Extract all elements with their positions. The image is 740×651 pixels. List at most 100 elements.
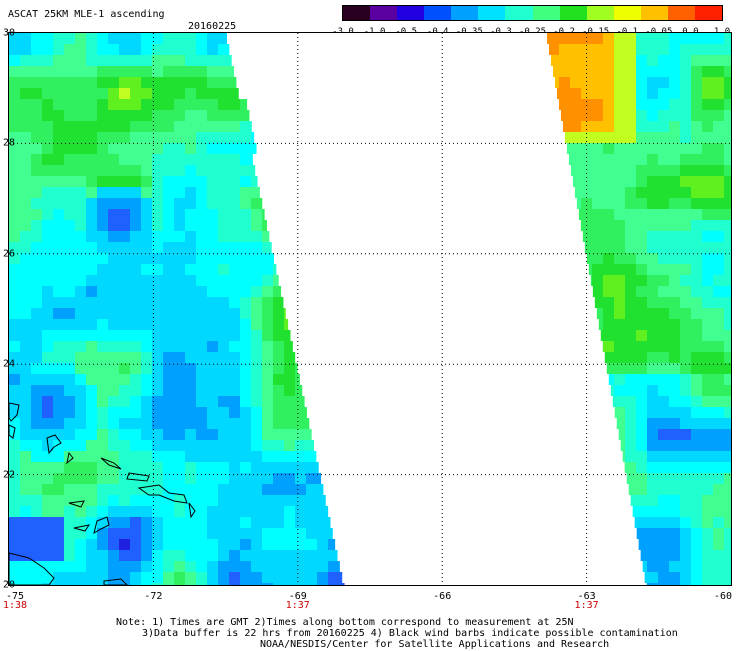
west-swath-cell bbox=[86, 297, 97, 308]
east-swath-cell bbox=[647, 121, 658, 132]
west-swath-cell bbox=[130, 583, 141, 585]
east-swath-cell bbox=[680, 396, 691, 407]
east-swath-cell bbox=[680, 297, 691, 308]
west-swath-cell bbox=[251, 319, 262, 330]
west-swath-cell bbox=[97, 33, 108, 44]
west-swath-cell bbox=[42, 121, 53, 132]
east-swath-cell bbox=[713, 572, 724, 583]
east-swath-cell bbox=[592, 242, 603, 253]
west-swath-cell bbox=[31, 143, 42, 154]
west-swath-cell bbox=[86, 110, 97, 121]
west-swath-cell bbox=[75, 77, 86, 88]
west-swath-cell bbox=[273, 330, 284, 341]
east-swath-cell bbox=[658, 583, 669, 585]
west-swath-cell bbox=[130, 319, 141, 330]
west-swath-cell bbox=[229, 55, 232, 66]
west-swath-cell bbox=[185, 308, 196, 319]
west-swath-cell bbox=[9, 308, 20, 319]
east-swath-cell bbox=[680, 110, 691, 121]
east-swath-cell bbox=[621, 440, 625, 451]
west-swath-cell bbox=[9, 440, 20, 451]
west-swath-cell bbox=[218, 66, 229, 77]
west-swath-cell bbox=[284, 550, 295, 561]
east-swath-cell bbox=[691, 473, 702, 484]
west-swath-cell bbox=[207, 473, 218, 484]
west-swath-cell bbox=[141, 297, 152, 308]
east-swath-cell bbox=[724, 506, 731, 517]
east-swath-cell bbox=[702, 517, 713, 528]
west-swath-cell bbox=[119, 528, 130, 539]
west-swath-cell bbox=[295, 539, 306, 550]
west-swath-cell bbox=[163, 517, 174, 528]
east-swath-cell bbox=[570, 44, 581, 55]
west-swath-cell bbox=[218, 99, 229, 110]
west-swath-cell bbox=[218, 231, 229, 242]
west-swath-cell bbox=[119, 352, 130, 363]
west-swath-cell bbox=[229, 429, 240, 440]
east-swath-cell bbox=[669, 495, 680, 506]
west-swath-cell bbox=[185, 484, 196, 495]
west-swath-cell bbox=[251, 253, 262, 264]
west-swath-cell bbox=[53, 253, 64, 264]
west-swath-cell bbox=[108, 264, 119, 275]
west-swath-cell bbox=[9, 231, 20, 242]
west-swath-cell bbox=[130, 66, 141, 77]
west-swath-cell bbox=[207, 264, 218, 275]
east-swath-cell bbox=[647, 242, 658, 253]
east-swath-cell bbox=[603, 165, 614, 176]
west-swath-cell bbox=[86, 440, 97, 451]
west-swath-cell bbox=[207, 154, 218, 165]
west-swath-cell bbox=[328, 572, 339, 583]
west-swath-cell bbox=[141, 341, 152, 352]
west-swath-cell bbox=[229, 495, 240, 506]
east-swath-cell bbox=[614, 319, 625, 330]
west-swath-cell bbox=[284, 308, 286, 319]
west-swath-cell bbox=[251, 308, 262, 319]
east-swath-cell bbox=[636, 308, 647, 319]
west-swath-cell bbox=[174, 264, 185, 275]
west-swath-cell bbox=[163, 583, 174, 585]
west-swath-cell bbox=[53, 407, 64, 418]
west-swath-cell bbox=[86, 275, 97, 286]
west-swath-cell bbox=[152, 187, 163, 198]
west-swath-cell bbox=[53, 385, 64, 396]
east-swath-cell bbox=[702, 275, 713, 286]
west-swath-cell bbox=[141, 99, 152, 110]
west-swath-cell bbox=[163, 44, 174, 55]
west-swath-cell bbox=[53, 198, 64, 209]
west-swath-cell bbox=[196, 374, 207, 385]
west-swath-cell bbox=[108, 110, 119, 121]
east-swath-cell bbox=[713, 275, 724, 286]
west-swath-cell bbox=[53, 561, 64, 572]
west-swath-cell bbox=[31, 550, 42, 561]
east-swath-cell bbox=[702, 363, 713, 374]
east-swath-cell bbox=[724, 572, 731, 583]
west-swath-cell bbox=[20, 165, 31, 176]
west-swath-cell bbox=[240, 396, 251, 407]
east-swath-cell bbox=[625, 440, 636, 451]
west-swath-cell bbox=[163, 176, 174, 187]
west-swath-cell bbox=[9, 374, 20, 385]
west-swath-cell bbox=[53, 572, 64, 583]
west-swath-cell bbox=[75, 253, 86, 264]
east-swath-cell bbox=[607, 363, 614, 374]
west-swath-cell bbox=[196, 407, 207, 418]
west-swath-cell bbox=[185, 418, 196, 429]
west-swath-cell bbox=[42, 132, 53, 143]
east-swath-cell bbox=[691, 363, 702, 374]
west-swath-cell bbox=[86, 473, 97, 484]
west-swath-cell bbox=[196, 231, 207, 242]
east-swath-cell bbox=[669, 561, 680, 572]
east-swath-cell bbox=[713, 440, 724, 451]
wind-map[interactable] bbox=[8, 32, 732, 586]
west-swath-cell bbox=[9, 44, 20, 55]
west-swath-cell bbox=[295, 473, 306, 484]
west-swath-cell bbox=[42, 352, 53, 363]
west-swath-cell bbox=[218, 517, 229, 528]
west-swath-cell bbox=[152, 583, 163, 585]
west-swath-cell bbox=[218, 253, 229, 264]
west-swath-cell bbox=[108, 44, 119, 55]
west-swath-cell bbox=[185, 341, 196, 352]
west-swath-cell bbox=[196, 121, 207, 132]
east-swath-cell bbox=[592, 88, 603, 99]
